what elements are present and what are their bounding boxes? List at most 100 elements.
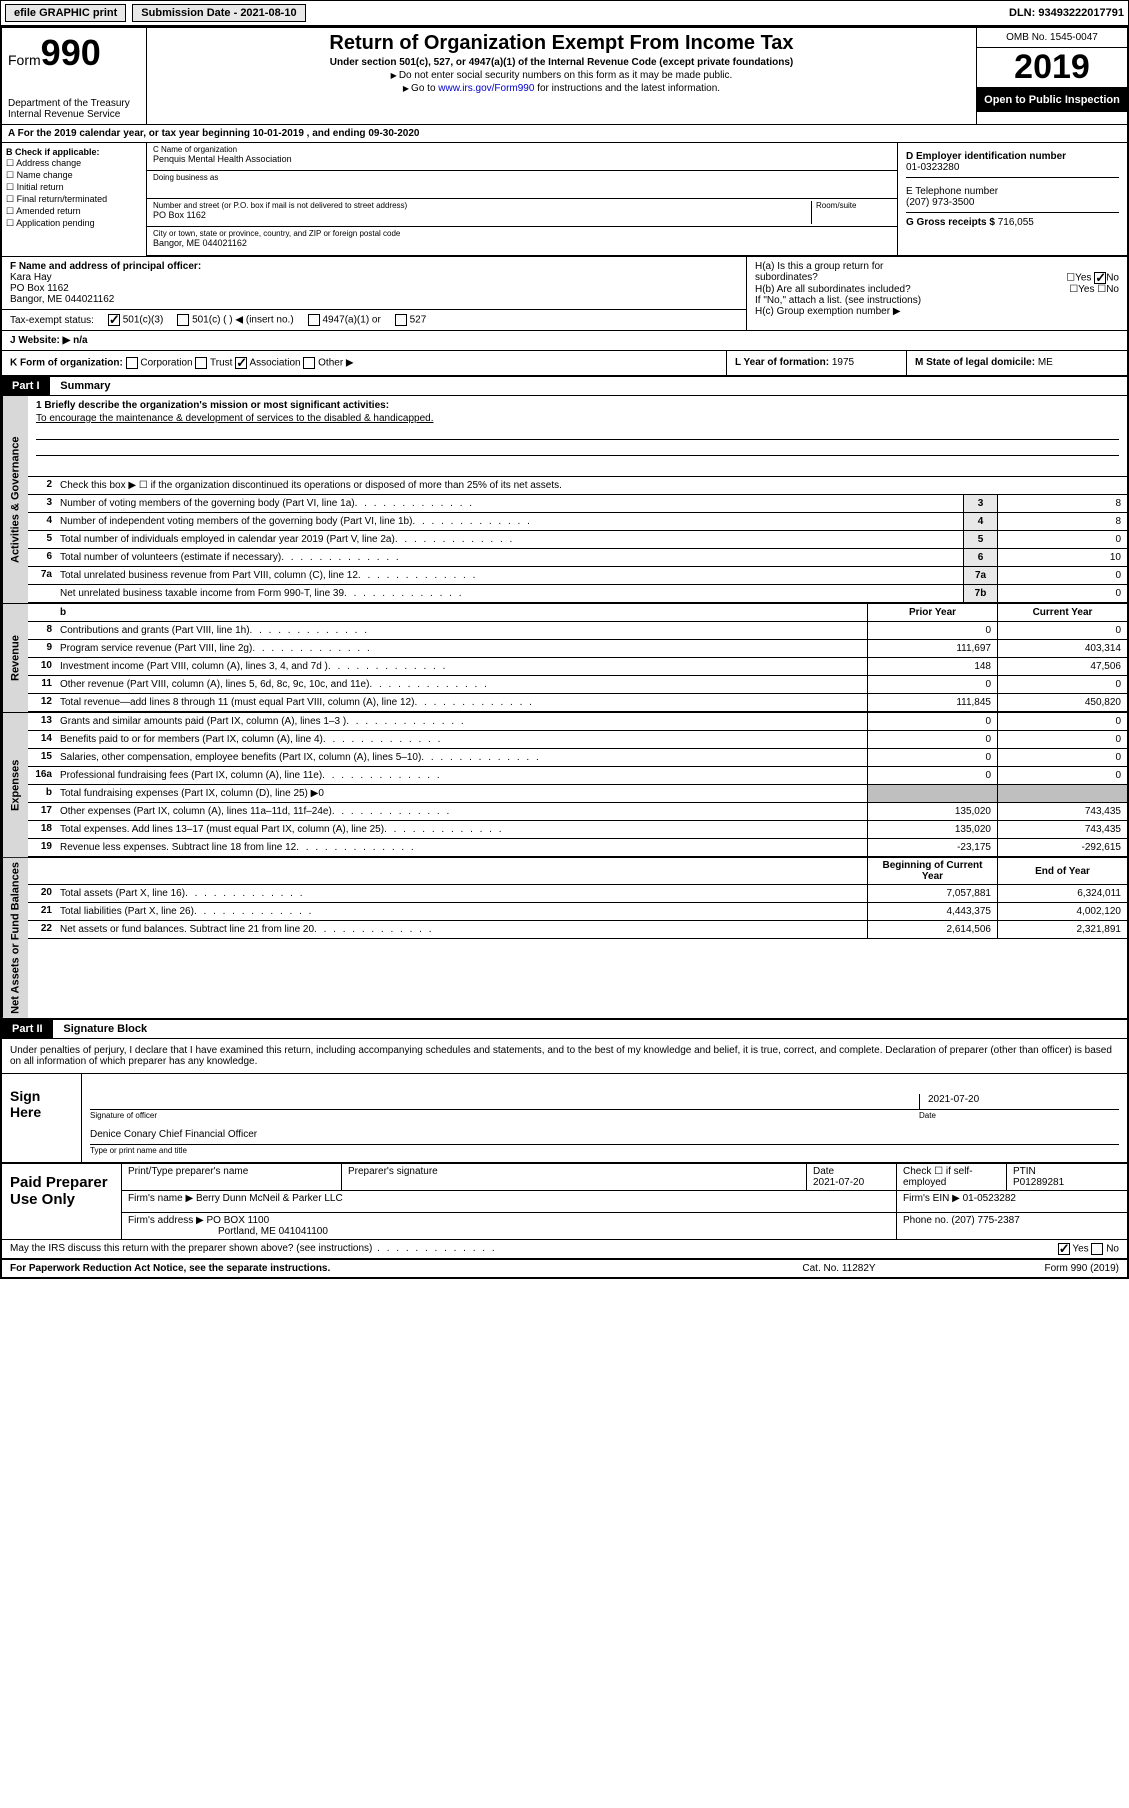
street-value: PO Box 1162	[153, 210, 811, 220]
opt-501c3: 501(c)(3)	[123, 315, 164, 326]
firm-addr2: Portland, ME 041041100	[218, 1226, 328, 1237]
row-klm: K Form of organization: Corporation Trus…	[2, 351, 1127, 377]
cat-no: Cat. No. 11282Y	[739, 1263, 939, 1274]
prep-selfemp[interactable]: Check ☐ if self-employed	[897, 1164, 1007, 1190]
col-c: C Name of organization Penquis Mental He…	[147, 143, 897, 255]
room-label: Room/suite	[816, 201, 891, 210]
firm-name-lbl: Firm's name ▶	[128, 1193, 193, 1204]
chk-initial-return[interactable]: ☐ Initial return	[6, 182, 142, 193]
ha-label: H(a) Is this a group return for	[755, 261, 883, 272]
section-bcd: B Check if applicable: ☐ Address change …	[2, 143, 1127, 257]
opt-corp: Corporation	[140, 358, 192, 369]
chk-name-change[interactable]: ☐ Name change	[6, 170, 142, 181]
ein-value: 01-0323280	[906, 162, 1119, 173]
chk-ha-no[interactable]	[1094, 272, 1106, 284]
form-header: Form990 Department of the Treasury Inter…	[2, 28, 1127, 125]
hc-label: H(c) Group exemption number ▶	[755, 306, 1119, 317]
website-label: J Website: ▶	[10, 335, 70, 346]
sig-officer-caption: Signature of officer	[90, 1110, 919, 1121]
chk-trust[interactable]	[195, 357, 207, 369]
opt-501c: 501(c) ( ) ◀ (insert no.)	[192, 315, 294, 326]
paperwork-notice: For Paperwork Reduction Act Notice, see …	[10, 1263, 739, 1274]
chk-amended-return[interactable]: ☐ Amended return	[6, 206, 142, 217]
col-end-hdr: End of Year	[997, 858, 1127, 884]
efile-button[interactable]: efile GRAPHIC print	[5, 4, 126, 22]
chk-527[interactable]	[395, 314, 407, 326]
part2-header-row: Part II Signature Block	[2, 1018, 1127, 1039]
mission-label: 1 Briefly describe the organization's mi…	[36, 400, 1119, 411]
chk-other[interactable]	[303, 357, 315, 369]
col-f-officer: F Name and address of principal officer:…	[2, 257, 747, 330]
website-value: n/a	[73, 335, 87, 346]
col-b-checkboxes: B Check if applicable: ☐ Address change …	[2, 143, 147, 256]
officer-printed-name: Denice Conary Chief Financial Officer	[90, 1129, 1119, 1144]
officer-addr1: PO Box 1162	[10, 283, 738, 294]
ptin-val: P01289281	[1013, 1177, 1064, 1188]
note-goto-post: for instructions and the latest informat…	[534, 83, 720, 94]
sign-date: 2021-07-20	[919, 1094, 1119, 1109]
chk-discuss-yes[interactable]	[1058, 1243, 1070, 1255]
expenses-section: Expenses 13Grants and similar amounts pa…	[2, 712, 1127, 857]
opt-527: 527	[410, 315, 427, 326]
opt-trust: Trust	[210, 358, 232, 369]
sign-here-label: Sign Here	[2, 1074, 82, 1162]
org-name: Penquis Mental Health Association	[153, 154, 891, 164]
netassets-section: Net Assets or Fund Balances Beginning of…	[2, 857, 1127, 1018]
org-name-label: C Name of organization	[153, 145, 891, 154]
header-right: OMB No. 1545-0047 2019 Open to Public In…	[977, 28, 1127, 124]
chk-final-return[interactable]: ☐ Final return/terminated	[6, 194, 142, 205]
chk-501c3[interactable]	[108, 314, 120, 326]
part1-header-row: Part I Summary	[2, 377, 1127, 396]
chk-4947[interactable]	[308, 314, 320, 326]
row-fh: F Name and address of principal officer:…	[2, 257, 1127, 331]
row-j-website: J Website: ▶ n/a	[2, 331, 1127, 351]
topbar: efile GRAPHIC print Submission Date - 20…	[0, 0, 1129, 26]
chk-corp[interactable]	[126, 357, 138, 369]
form-subtitle: Under section 501(c), 527, or 4947(a)(1)…	[155, 57, 968, 68]
ptin-lbl: PTIN	[1013, 1166, 1036, 1177]
firm-addr1: PO BOX 1100	[207, 1215, 270, 1226]
mission-block: 1 Briefly describe the organization's mi…	[28, 396, 1127, 477]
discuss-no: No	[1106, 1243, 1119, 1254]
chk-application-pending[interactable]: ☐ Application pending	[6, 218, 142, 229]
form990-link[interactable]: www.irs.gov/Form990	[438, 83, 534, 94]
submission-date-button[interactable]: Submission Date - 2021-08-10	[132, 4, 305, 22]
ha-sub: subordinates?	[755, 272, 818, 284]
revenue-section: Revenue bPrior YearCurrent Year 8Contrib…	[2, 603, 1127, 712]
hb-label: H(b) Are all subordinates included?	[755, 284, 911, 295]
col-begin-hdr: Beginning of Current Year	[867, 858, 997, 884]
form-title: Return of Organization Exempt From Incom…	[155, 32, 968, 55]
chk-assoc[interactable]	[235, 357, 247, 369]
phone-value: (207) 973-3500	[906, 197, 1119, 208]
part1-badge: Part I	[2, 377, 50, 395]
dln-label: DLN: 93493222017791	[1009, 7, 1124, 19]
firm-ein-lbl: Firm's EIN ▶	[903, 1193, 960, 1204]
city-label: City or town, state or province, country…	[153, 229, 891, 238]
opt-assoc: Association	[249, 358, 300, 369]
tax-status-label: Tax-exempt status:	[10, 315, 94, 326]
form-number: 990	[41, 32, 101, 73]
discuss-text: May the IRS discuss this return with the…	[10, 1243, 372, 1254]
side-expenses: Expenses	[2, 713, 28, 857]
form-container: Form990 Department of the Treasury Inter…	[0, 26, 1129, 1279]
col-current-hdr: Current Year	[997, 604, 1127, 621]
side-revenue: Revenue	[2, 604, 28, 712]
dept-label: Department of the Treasury Internal Reve…	[8, 98, 140, 120]
note-goto-pre: Go to	[411, 83, 438, 94]
m-value: ME	[1038, 357, 1053, 368]
m-label: M State of legal domicile:	[915, 357, 1035, 368]
sign-here-section: Sign Here 2021-07-20 Signature of office…	[2, 1074, 1127, 1164]
street-label: Number and street (or P.O. box if mail i…	[153, 201, 811, 210]
side-governance: Activities & Governance	[2, 396, 28, 603]
officer-label: F Name and address of principal officer:	[10, 261, 738, 272]
prep-sig-hdr: Preparer's signature	[342, 1164, 807, 1190]
part1-title: Summary	[52, 377, 118, 395]
chk-discuss-no[interactable]	[1091, 1243, 1103, 1255]
prep-name-hdr: Print/Type preparer's name	[122, 1164, 342, 1190]
side-netassets: Net Assets or Fund Balances	[2, 858, 28, 1018]
officer-name: Kara Hay	[10, 272, 738, 283]
chk-501c[interactable]	[177, 314, 189, 326]
chk-address-change[interactable]: ☐ Address change	[6, 158, 142, 169]
tax-year: 2019	[977, 48, 1127, 88]
note-ssn: Do not enter social security numbers on …	[399, 70, 732, 81]
